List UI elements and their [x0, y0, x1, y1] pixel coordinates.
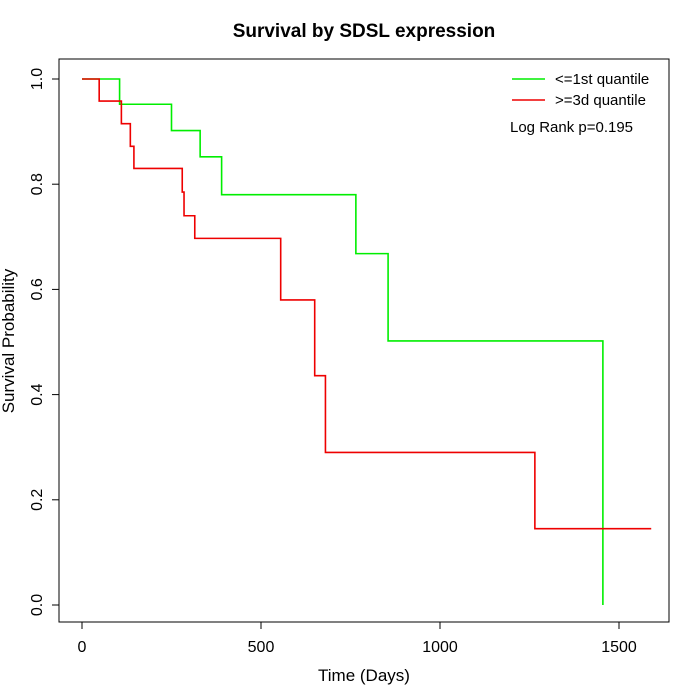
y-tick-label: 0.0	[29, 594, 46, 616]
x-axis: 0 500 1000 1500	[78, 621, 637, 656]
legend-label-low: <=1st quantile	[555, 71, 649, 88]
x-tick-label: 500	[248, 639, 275, 656]
y-axis-label: Survival Probability	[0, 268, 18, 413]
y-tick-label: 0.4	[29, 383, 46, 405]
y-tick-label: 0.6	[29, 278, 46, 300]
x-tick-label: 1000	[422, 639, 458, 656]
series-layer	[82, 78, 652, 605]
series-line-low	[82, 78, 604, 605]
y-axis: 0.0 0.2 0.4 0.6 0.8 1.0	[29, 68, 60, 616]
legend-label-high: >=3d quantile	[555, 92, 646, 109]
legend: <=1st quantile >=3d quantile Log Rank p=…	[510, 71, 649, 136]
chart-title: Survival by SDSL expression	[233, 21, 496, 42]
y-tick-label: 1.0	[29, 68, 46, 90]
x-tick-label: 0	[78, 639, 87, 656]
series-line-high	[82, 78, 652, 530]
log-rank-annotation: Log Rank p=0.195	[510, 119, 633, 136]
y-tick-label: 0.2	[29, 489, 46, 511]
y-tick-label: 0.8	[29, 173, 46, 195]
x-axis-label: Time (Days)	[318, 666, 410, 685]
x-tick-label: 1500	[601, 639, 637, 656]
